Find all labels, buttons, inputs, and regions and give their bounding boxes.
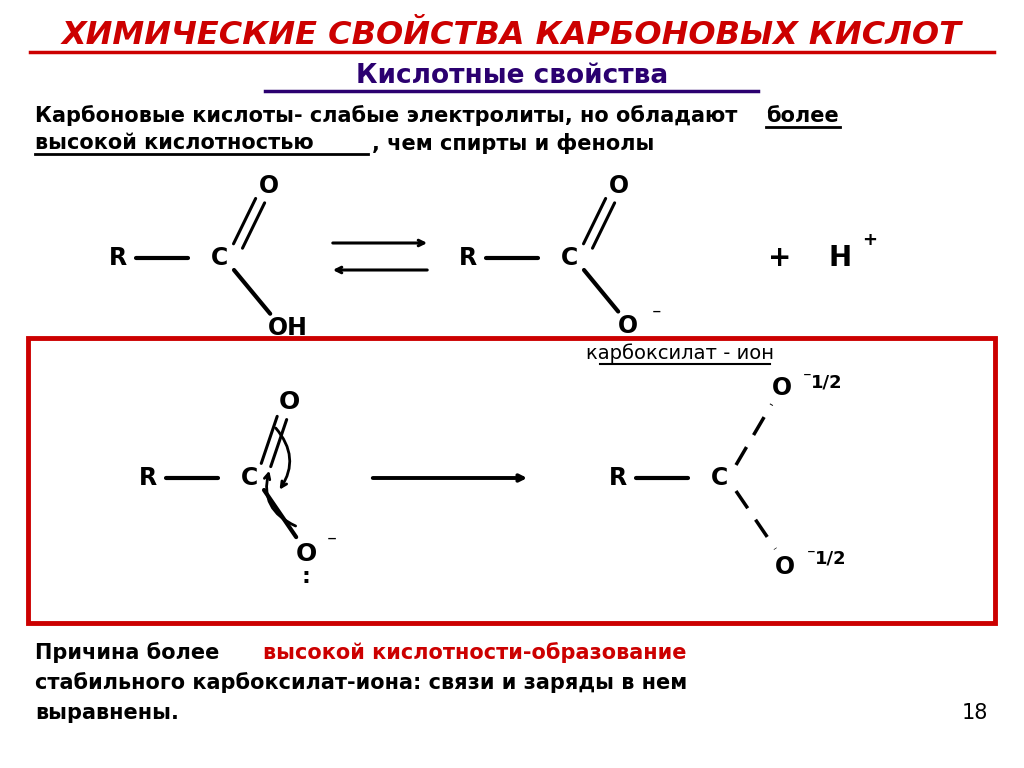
- Text: O: O: [771, 376, 792, 400]
- Text: ХИМИЧЕСКИЕ СВОЙСТВА КАРБОНОВЫХ КИСЛОТ: ХИМИЧЕСКИЕ СВОЙСТВА КАРБОНОВЫХ КИСЛОТ: [62, 19, 962, 51]
- Text: O: O: [618, 313, 638, 337]
- Text: C: C: [561, 246, 579, 270]
- Text: R: R: [109, 246, 127, 270]
- Text: OH: OH: [268, 316, 308, 339]
- Text: R: R: [139, 466, 157, 490]
- Text: , чем спирты и фенолы: , чем спирты и фенолы: [372, 133, 654, 154]
- Text: Причина более: Причина более: [35, 643, 226, 664]
- Text: O: O: [609, 174, 629, 197]
- Text: ⁻: ⁻: [651, 306, 660, 325]
- Text: стабильного карбоксилат-иона: связи и заряды в нем: стабильного карбоксилат-иона: связи и за…: [35, 673, 687, 694]
- Text: O: O: [296, 542, 316, 566]
- Text: O: O: [259, 174, 280, 197]
- Text: ⁻: ⁻: [807, 546, 816, 564]
- Text: более: более: [766, 106, 839, 126]
- Text: :: :: [302, 567, 310, 587]
- FancyBboxPatch shape: [28, 338, 995, 623]
- Text: карбоксилат - ион: карбоксилат - ион: [586, 343, 774, 362]
- Text: 18: 18: [962, 703, 988, 723]
- Text: O: O: [775, 555, 796, 579]
- Text: C: C: [242, 466, 259, 490]
- Text: 1/2: 1/2: [815, 550, 846, 568]
- Text: +: +: [768, 244, 792, 272]
- Text: C: C: [211, 246, 228, 270]
- Text: H: H: [828, 244, 852, 272]
- Text: 1/2: 1/2: [811, 373, 843, 391]
- Text: ⁻: ⁻: [803, 369, 812, 387]
- Text: C: C: [712, 466, 729, 490]
- Text: ⁻: ⁻: [327, 532, 337, 551]
- Text: Кислотные свойства: Кислотные свойства: [356, 63, 668, 89]
- Text: выравнены.: выравнены.: [35, 703, 179, 723]
- Text: O: O: [279, 390, 300, 414]
- Text: высокой кислотностью: высокой кислотностью: [35, 133, 313, 153]
- Text: +: +: [862, 231, 878, 249]
- Text: высокой кислотности-образование: высокой кислотности-образование: [263, 643, 686, 664]
- Text: R: R: [609, 466, 627, 490]
- Text: Карбоновые кислоты- слабые электролиты, но обладают: Карбоновые кислоты- слабые электролиты, …: [35, 105, 744, 127]
- Text: R: R: [459, 246, 477, 270]
